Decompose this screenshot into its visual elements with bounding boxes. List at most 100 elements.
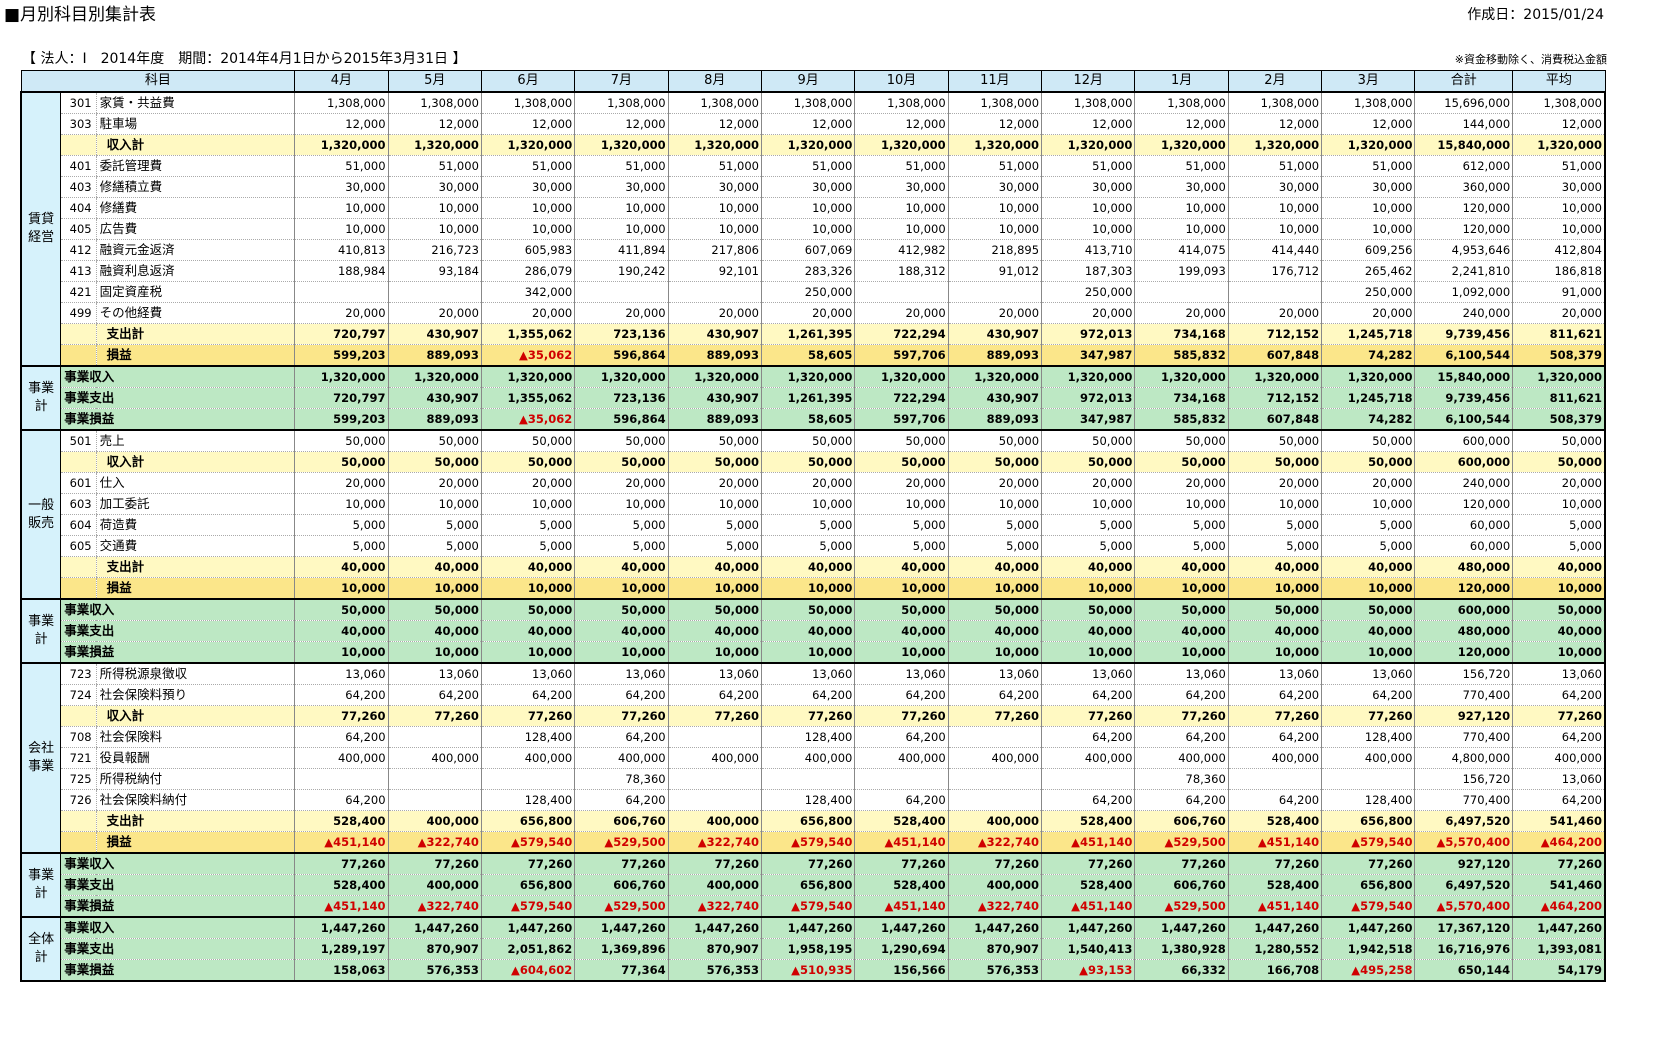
amount-cell: 10,000 (947, 641, 1042, 664)
amount-cell: 430,907 (387, 323, 482, 345)
amount-cell: 50,000 (1134, 430, 1229, 452)
amount-cell: 64,200 (480, 684, 575, 706)
page-title: ■月別科目別集計表 (4, 5, 157, 25)
amount-cell: 20,000 (387, 472, 482, 494)
amount-cell: 1,320,000 (667, 366, 762, 388)
amount-cell: ▲322,740 (387, 831, 482, 854)
amount-cell: 770,400 (1414, 789, 1513, 811)
amount-cell: 283,326 (760, 260, 855, 282)
amount-cell: 10,000 (294, 493, 389, 515)
amount-cell: 50,000 (1227, 599, 1322, 621)
amount-cell: 10,000 (387, 197, 482, 219)
account-code (60, 451, 97, 473)
amount-cell: 13,060 (480, 663, 575, 685)
amount-cell: 216,723 (387, 239, 482, 261)
amount-cell: 400,000 (1321, 747, 1415, 769)
amount-cell: 240,000 (1414, 302, 1513, 324)
amount-cell: 606,760 (1134, 874, 1229, 896)
amount-cell: 10,000 (1227, 577, 1322, 600)
amount-cell: 10,000 (480, 218, 575, 240)
amount-cell: 1,447,260 (574, 917, 669, 939)
amount-cell: 605,983 (480, 239, 575, 261)
amount-cell: 5,000 (1321, 535, 1415, 557)
amount-cell: 77,260 (574, 853, 669, 875)
account-name: 融資利息返済 (95, 260, 295, 282)
amount-cell: 20,000 (1321, 472, 1415, 494)
amount-cell: 410,813 (294, 239, 389, 261)
amount-cell: 1,320,000 (294, 366, 389, 388)
amount-cell: 10,000 (1227, 641, 1322, 664)
table-row: 412 融資元金返済 410,813 216,723 605,983 411,894 217… (21, 239, 1607, 261)
amount-cell: 40,000 (1227, 620, 1322, 642)
account-name: 損益 (95, 344, 295, 367)
amount-cell: 10,000 (574, 218, 669, 240)
amount-cell: 20,000 (1227, 302, 1322, 324)
amount-cell: ▲322,740 (667, 831, 762, 854)
amount-cell: 596,864 (574, 408, 669, 431)
amount-cell: 650,144 (1414, 959, 1513, 982)
amount-cell: 40,000 (854, 620, 949, 642)
amount-cell: 400,000 (387, 810, 482, 832)
amount-cell: 12,000 (1227, 113, 1322, 135)
amount-cell: 40,000 (760, 620, 855, 642)
amount-cell: 400,000 (854, 747, 949, 769)
amount-cell: 528,400 (854, 810, 949, 832)
amount-cell: ▲529,500 (574, 831, 669, 854)
table-row: 401 委託管理費 51,000 51,000 51,000 51,000 51,000 51… (21, 155, 1607, 177)
amount-cell: 50,000 (574, 430, 669, 452)
amount-cell: 64,200 (1227, 789, 1322, 811)
amount-cell: 412,804 (1512, 239, 1607, 261)
amount-cell: 1,320,000 (1512, 134, 1607, 156)
amount-cell: 1,447,260 (1134, 917, 1229, 939)
amount-cell: 50,000 (667, 599, 762, 621)
amount-cell: 10,000 (854, 577, 949, 600)
amount-cell: 77,260 (480, 853, 575, 875)
amount-cell: 40,000 (387, 556, 482, 578)
amount-cell: 576,353 (387, 959, 482, 982)
amount-cell: 50,000 (1321, 451, 1415, 473)
amount-cell: 128,400 (480, 726, 575, 748)
account-name: 融資元金返済 (95, 239, 295, 261)
amount-cell: 64,200 (1227, 684, 1322, 706)
amount-cell (294, 281, 389, 303)
amount-cell: 217,806 (667, 239, 762, 261)
amount-cell: 64,200 (854, 684, 949, 706)
amount-cell: 656,800 (760, 810, 855, 832)
amount-cell: 10,000 (947, 197, 1042, 219)
amount-cell: 40,000 (574, 556, 669, 578)
amount-cell: 10,000 (947, 577, 1042, 600)
amount-cell: 1,320,000 (760, 366, 855, 388)
amount-cell: 64,200 (854, 726, 949, 748)
amount-cell: 13,060 (1227, 663, 1322, 685)
amount-cell: 10,000 (1227, 218, 1322, 240)
amount-cell: ▲529,500 (1134, 895, 1229, 918)
amount-cell: 40,000 (294, 556, 389, 578)
amount-cell: 77,260 (480, 705, 575, 727)
amount-cell: 722,294 (854, 387, 949, 409)
table-row: 事業支出 40,000 40,000 40,000 40,000 40,000 40,000… (21, 620, 1607, 642)
amount-cell: 1,447,260 (760, 917, 855, 939)
amount-cell: 250,000 (1041, 281, 1135, 303)
amount-cell: 20,000 (480, 472, 575, 494)
amount-cell: 360,000 (1414, 176, 1513, 198)
account-code: 723 (60, 663, 97, 685)
table-row: 499 その他経費 20,000 20,000 20,000 20,000 20,000 20… (21, 302, 1607, 324)
amount-cell: 400,000 (1227, 747, 1322, 769)
amount-cell: 77,260 (1321, 705, 1415, 727)
amount-cell: ▲451,140 (1041, 895, 1135, 918)
amount-cell: 50,000 (854, 430, 949, 452)
amount-cell: 64,200 (1512, 789, 1607, 811)
amount-cell: 120,000 (1414, 493, 1513, 515)
amount-cell: 93,184 (387, 260, 482, 282)
amount-cell: 400,000 (667, 810, 762, 832)
amount-cell: 30,000 (667, 176, 762, 198)
table-row: 事業損益 10,000 10,000 10,000 10,000 10,000 10,000… (21, 641, 1607, 664)
amount-cell: 972,013 (1041, 387, 1135, 409)
amount-cell: 2,241,810 (1414, 260, 1513, 282)
amount-cell (480, 768, 575, 790)
amount-cell: 1,320,000 (760, 134, 855, 156)
account-name: 役員報酬 (95, 747, 295, 769)
amount-cell: 50,000 (294, 599, 389, 621)
amount-cell: 400,000 (1041, 747, 1135, 769)
account-code: 401 (60, 155, 97, 177)
